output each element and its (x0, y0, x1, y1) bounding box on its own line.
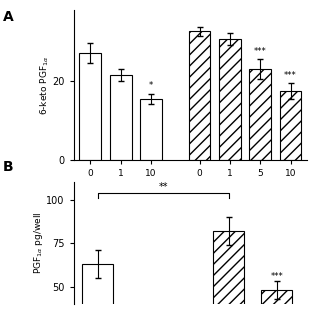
Bar (82, 264, 113, 320)
Text: ***: *** (270, 272, 283, 281)
Text: ***: *** (284, 71, 297, 80)
Bar (280, 91, 301, 160)
Y-axis label: 6-keto PGF$_{1\alpha}$: 6-keto PGF$_{1\alpha}$ (38, 55, 51, 115)
Y-axis label: PGF$_{1\alpha}$ pg/well: PGF$_{1\alpha}$ pg/well (32, 212, 45, 275)
Text: ***: *** (254, 47, 267, 56)
Bar (219, 39, 241, 160)
Bar (261, 290, 292, 320)
X-axis label: PD98059(μM): PD98059(μM) (157, 182, 224, 192)
Bar (188, 31, 211, 160)
Bar (110, 75, 132, 160)
Text: A: A (3, 10, 14, 24)
Bar (249, 69, 271, 160)
Bar (79, 53, 101, 160)
Bar (140, 99, 162, 160)
Text: B: B (3, 160, 14, 174)
Bar (213, 231, 244, 320)
Text: *: * (149, 81, 153, 90)
Text: **: ** (158, 182, 168, 192)
